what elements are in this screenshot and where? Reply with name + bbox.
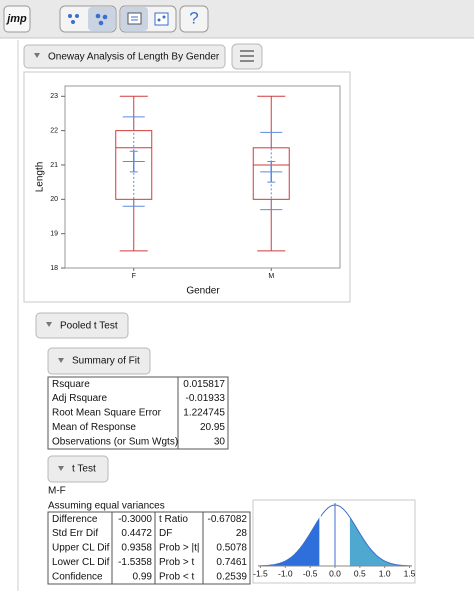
x-tick-label: M	[268, 273, 274, 280]
table-cell: 0.5078	[216, 543, 247, 554]
x-tick-label: 0.5	[354, 568, 366, 578]
table-cell: 28	[236, 528, 248, 539]
summary-title: Summary of Fit	[72, 356, 140, 367]
table-cell: Rsquare	[52, 379, 90, 390]
x-tick-label: -1.0	[278, 568, 293, 578]
box	[252, 147, 290, 200]
assumption-label: Assuming equal variances	[48, 501, 165, 512]
t-plot-frame	[252, 499, 416, 584]
y-tick-label: 20	[50, 196, 58, 203]
x-tick-label: -0.5	[303, 568, 318, 578]
ttest-header[interactable]	[47, 455, 109, 483]
y-tick-label: 19	[50, 231, 58, 238]
table-cell: Mean of Response	[52, 422, 136, 433]
table-cell: 0.015817	[183, 379, 225, 390]
y-tick-label: 22	[50, 127, 58, 134]
table-cell: -1.5358	[118, 557, 152, 568]
x-tick-label: 1.5	[404, 568, 416, 578]
y-axis-label: Length	[35, 162, 46, 193]
table-cell: -0.01933	[186, 393, 226, 404]
table-cell: -0.3000	[118, 514, 152, 525]
table-cell: 0.4472	[121, 528, 152, 539]
table-cell: Prob < t	[159, 571, 195, 582]
outline-header[interactable]	[23, 44, 226, 69]
left-tail	[258, 517, 321, 566]
table-cell: Prob > t	[159, 557, 195, 568]
table-border	[47, 511, 251, 585]
table-cell: 0.2539	[216, 571, 247, 582]
logo-button[interactable]	[3, 5, 31, 33]
table-cell: Prob > |t|	[159, 543, 200, 554]
x-axis-label: Gender	[186, 286, 220, 297]
pooled-header[interactable]	[35, 312, 129, 339]
table-cell: 0.99	[133, 571, 153, 582]
table-cell: DF	[159, 528, 172, 539]
contrast-label: M-F	[48, 486, 66, 497]
table-cell: Lower CL Dif	[52, 557, 110, 568]
table-cell: Observations (or Sum Wgts)	[52, 436, 178, 447]
table-cell: 30	[214, 436, 226, 447]
table-cell: 0.9358	[121, 543, 152, 554]
table-cell: Upper CL Dif	[52, 543, 110, 554]
table-cell: Difference	[52, 514, 98, 525]
help-icon: ?	[189, 8, 198, 27]
table-cell: 1.224745	[183, 408, 225, 419]
table-cell: t Ratio	[159, 514, 188, 525]
y-tick-label: 21	[50, 162, 58, 169]
table-cell: Confidence	[52, 571, 103, 582]
summary-header[interactable]	[47, 347, 151, 375]
table-cell: Root Mean Square Error	[52, 408, 162, 419]
logo: jmp	[5, 13, 27, 25]
pooled-title: Pooled t Test	[60, 321, 118, 332]
view-toggle-selected	[88, 7, 115, 31]
table-cell: 20.95	[200, 422, 225, 433]
help-button[interactable]	[179, 5, 209, 33]
y-tick-label: 18	[50, 265, 58, 272]
outline-title: Oneway Analysis of Length By Gender	[48, 52, 220, 63]
table-border	[47, 376, 229, 450]
table-cell: -0.67082	[208, 514, 248, 525]
x-tick-label: -1.5	[253, 568, 268, 578]
y-tick-label: 23	[50, 93, 58, 100]
table-cell: 0.7461	[216, 557, 247, 568]
table-cell: Std Err Dif	[52, 528, 98, 539]
x-tick-label: 1.0	[379, 568, 391, 578]
ttest-title: t Test	[72, 464, 96, 475]
x-tick-label: F	[132, 273, 136, 280]
right-tail	[349, 517, 412, 566]
plot-area	[64, 85, 341, 269]
x-tick-label: 0.0	[329, 568, 341, 578]
table-cell: Adj Rsquare	[52, 393, 107, 404]
